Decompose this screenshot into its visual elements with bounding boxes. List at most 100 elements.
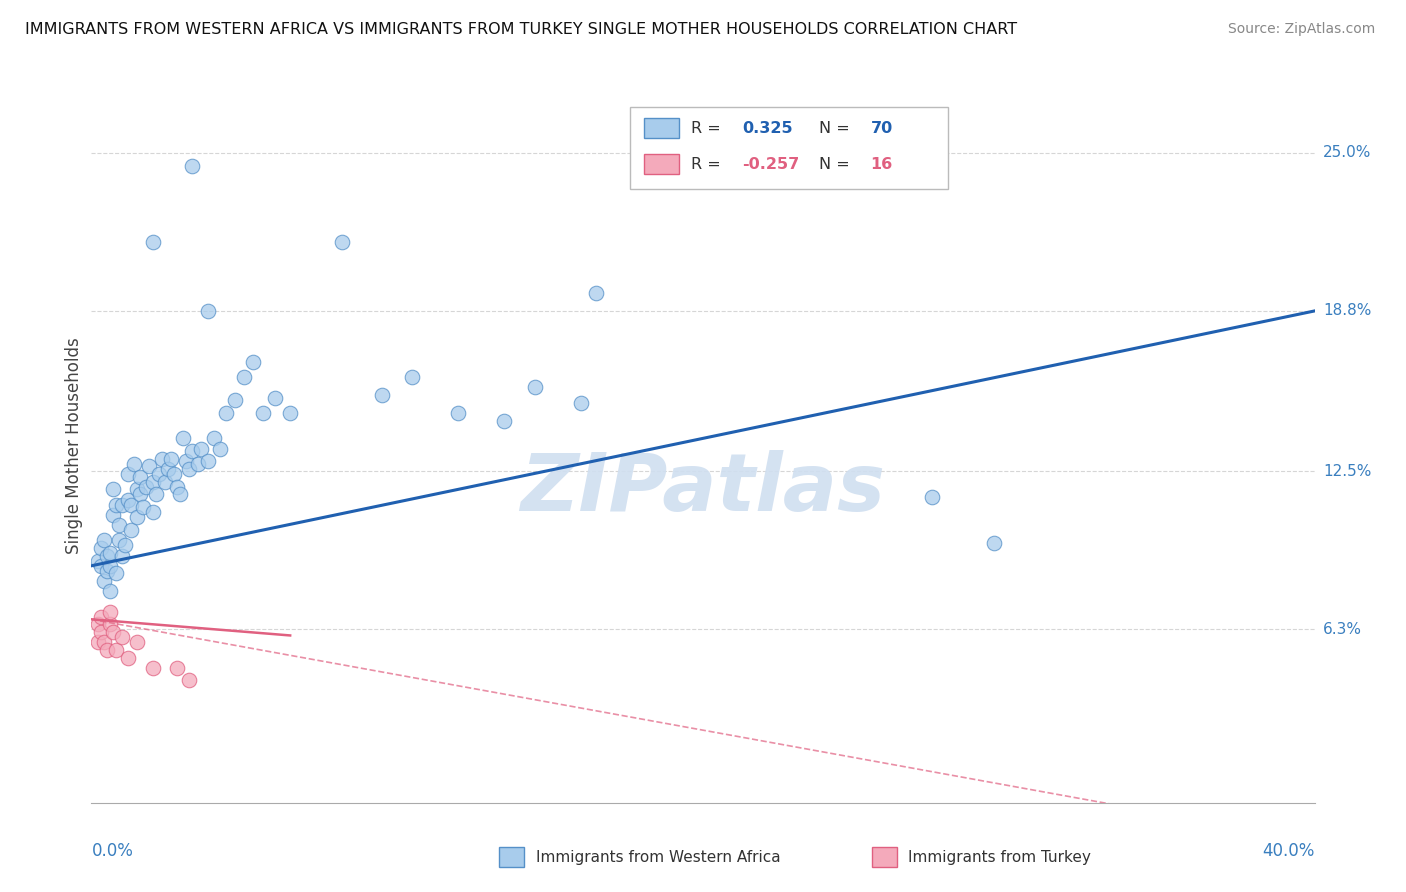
Point: [215, 406, 238, 420]
Point: [98, 617, 121, 632]
Point: [181, 444, 204, 458]
Text: Immigrants from Turkey: Immigrants from Turkey: [908, 850, 1091, 864]
Point: [104, 643, 127, 657]
Point: [120, 523, 142, 537]
Point: [135, 480, 157, 494]
Text: 40.0%: 40.0%: [1263, 842, 1315, 860]
Text: N =: N =: [820, 121, 855, 136]
Point: [122, 457, 145, 471]
Point: [169, 487, 191, 501]
Point: [278, 406, 301, 420]
Point: [983, 536, 1005, 550]
Point: [264, 391, 287, 405]
Point: [86, 617, 108, 632]
Point: [145, 487, 167, 501]
Text: 12.5%: 12.5%: [1323, 464, 1371, 479]
Point: [252, 406, 274, 420]
FancyBboxPatch shape: [644, 154, 679, 174]
Point: [90, 541, 112, 555]
Point: [111, 630, 134, 644]
Point: [108, 518, 131, 533]
Point: [141, 235, 163, 249]
Text: IMMIGRANTS FROM WESTERN AFRICA VS IMMIGRANTS FROM TURKEY SINGLE MOTHER HOUSEHOLD: IMMIGRANTS FROM WESTERN AFRICA VS IMMIGR…: [25, 22, 1018, 37]
Y-axis label: Single Mother Households: Single Mother Households: [65, 338, 83, 554]
Point: [523, 380, 546, 394]
Text: 6.3%: 6.3%: [1323, 622, 1362, 637]
Point: [150, 451, 173, 466]
Point: [153, 475, 176, 489]
FancyBboxPatch shape: [630, 107, 948, 189]
Point: [86, 554, 108, 568]
Point: [98, 546, 121, 560]
Text: Source: ZipAtlas.com: Source: ZipAtlas.com: [1227, 22, 1375, 37]
Point: [138, 459, 160, 474]
Text: R =: R =: [690, 121, 725, 136]
Point: [117, 467, 139, 481]
Text: ZIPatlas: ZIPatlas: [520, 450, 886, 528]
Point: [98, 584, 121, 599]
Point: [117, 650, 139, 665]
Point: [569, 395, 592, 409]
Point: [93, 635, 115, 649]
Point: [166, 661, 188, 675]
Point: [166, 480, 188, 494]
Point: [187, 457, 209, 471]
Point: [127, 483, 149, 497]
Text: -0.257: -0.257: [742, 157, 800, 171]
Text: N =: N =: [820, 157, 855, 171]
Point: [114, 538, 136, 552]
Point: [90, 609, 112, 624]
Point: [585, 286, 607, 301]
Text: 70: 70: [870, 121, 893, 136]
Point: [330, 235, 353, 249]
Point: [141, 475, 163, 489]
Point: [208, 442, 231, 456]
Point: [93, 574, 115, 588]
Point: [141, 505, 163, 519]
Point: [104, 566, 127, 581]
Point: [101, 508, 124, 522]
Point: [120, 498, 142, 512]
Point: [90, 558, 112, 573]
Point: [174, 454, 197, 468]
Point: [163, 467, 186, 481]
Point: [197, 304, 219, 318]
Point: [179, 462, 201, 476]
Point: [111, 549, 134, 563]
Point: [129, 487, 152, 501]
Point: [96, 643, 118, 657]
Text: 0.0%: 0.0%: [91, 842, 134, 860]
Point: [111, 498, 134, 512]
Point: [148, 467, 170, 481]
Point: [156, 462, 179, 476]
Point: [921, 490, 943, 504]
Point: [202, 431, 225, 445]
Point: [141, 661, 163, 675]
Point: [132, 500, 155, 515]
Point: [117, 492, 139, 507]
Point: [104, 498, 127, 512]
Text: 18.8%: 18.8%: [1323, 303, 1371, 318]
Point: [190, 442, 212, 456]
Point: [86, 635, 108, 649]
Point: [197, 454, 219, 468]
Point: [172, 431, 194, 445]
Text: 25.0%: 25.0%: [1323, 145, 1371, 161]
Point: [494, 413, 516, 427]
Text: Immigrants from Western Africa: Immigrants from Western Africa: [536, 850, 780, 864]
Point: [242, 355, 264, 369]
Point: [98, 605, 121, 619]
Point: [98, 558, 121, 573]
Point: [93, 533, 115, 548]
Text: 16: 16: [870, 157, 893, 171]
Point: [108, 533, 131, 548]
Point: [127, 510, 149, 524]
Point: [447, 406, 470, 420]
Point: [160, 451, 183, 466]
Point: [129, 469, 152, 483]
Point: [401, 370, 423, 384]
Point: [127, 635, 149, 649]
Point: [179, 673, 201, 688]
Point: [371, 388, 394, 402]
Point: [224, 393, 246, 408]
